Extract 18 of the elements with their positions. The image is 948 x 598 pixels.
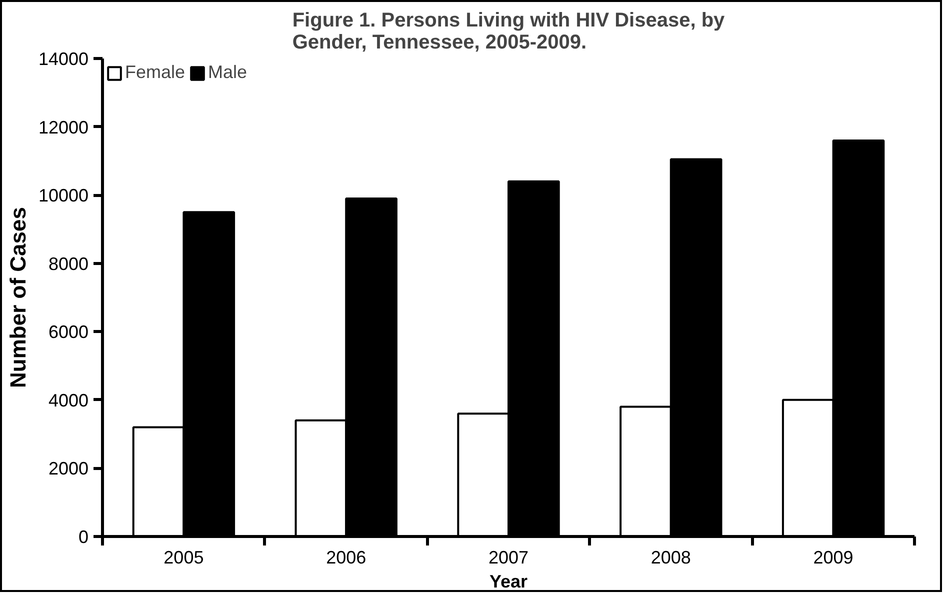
x-axis-title: Year <box>489 572 528 592</box>
x-tick-label: 2007 <box>488 548 529 568</box>
x-tick-label: 2006 <box>326 548 366 568</box>
chart-title: Figure 1. Persons Living with HIV Disease, by Gender, Tennessee, 2005-2009. <box>292 10 726 54</box>
y-tick-label: 10000 <box>38 186 89 206</box>
y-tick-label: 2000 <box>48 458 89 479</box>
y-tick-label: 0 <box>78 527 89 547</box>
y-tick-label: 6000 <box>48 322 89 342</box>
y-tick-label: 14000 <box>38 49 89 69</box>
x-tick-label: 2005 <box>164 548 204 568</box>
x-tick-label: 2009 <box>813 548 854 568</box>
y-axis-title: Number of Cases <box>5 207 30 388</box>
y-tick-label: 12000 <box>38 117 89 138</box>
legend-label: Male <box>208 62 248 83</box>
x-tick-label: 2008 <box>650 548 691 568</box>
y-tick-label: 8000 <box>48 254 89 274</box>
y-tick-label: 4000 <box>48 390 89 410</box>
legend-label: Female <box>125 62 186 83</box>
